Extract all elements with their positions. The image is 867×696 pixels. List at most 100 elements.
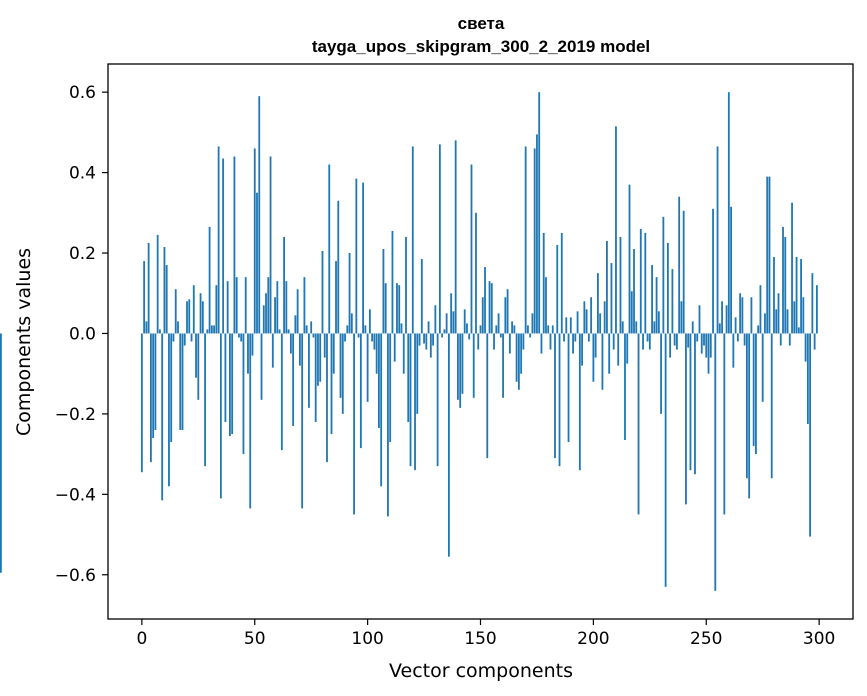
bar [226, 281, 229, 334]
bar [262, 305, 265, 334]
bar [734, 317, 737, 334]
x-tick-label: 150 [464, 629, 496, 649]
bar [495, 325, 498, 334]
bar [219, 333, 222, 499]
bar [457, 333, 459, 400]
bar [172, 333, 175, 342]
bar [666, 242, 669, 334]
bar [633, 249, 635, 334]
bar [201, 301, 204, 334]
bar [524, 146, 527, 334]
bar [770, 333, 773, 479]
bar [337, 200, 340, 334]
bar [594, 333, 597, 358]
bar [470, 164, 473, 334]
bar [685, 333, 687, 505]
bar [651, 265, 653, 334]
bar [703, 333, 705, 346]
bar [296, 289, 299, 334]
bar [375, 333, 378, 374]
bar [513, 325, 516, 334]
bar [608, 333, 611, 374]
bar [718, 323, 721, 334]
bar [256, 192, 258, 334]
bar [328, 164, 331, 334]
bar [242, 333, 245, 455]
bar [231, 333, 234, 434]
bars-group [0, 92, 818, 591]
bar [752, 333, 755, 447]
bar [312, 333, 315, 338]
bar [504, 297, 507, 334]
bar [267, 277, 270, 334]
bar [804, 333, 807, 362]
bar [247, 333, 249, 374]
x-axis-label: Vector components [389, 660, 573, 682]
bar [739, 293, 742, 334]
bar [596, 273, 599, 334]
bar [540, 333, 543, 354]
bar [177, 321, 179, 334]
bar [278, 329, 281, 334]
bar [481, 297, 484, 334]
bar [454, 140, 457, 334]
bar [174, 289, 177, 334]
bar [700, 333, 703, 354]
bar [639, 228, 642, 334]
bar [488, 281, 491, 334]
y-tick-label: −0.2 [55, 405, 96, 425]
bar [373, 333, 376, 350]
bar [705, 333, 708, 358]
bar [204, 333, 206, 467]
bar [400, 323, 403, 334]
bar [319, 333, 322, 382]
bar [477, 333, 480, 350]
bar [154, 333, 157, 430]
bar [725, 305, 728, 334]
bar [657, 311, 660, 334]
bar [472, 333, 475, 398]
bar [533, 148, 536, 334]
bar [463, 309, 466, 334]
bar [563, 333, 565, 342]
bar [229, 333, 231, 437]
bar [452, 311, 455, 334]
bar [145, 321, 148, 334]
bar [682, 210, 685, 334]
bar [678, 196, 681, 334]
bar [565, 317, 568, 334]
bar [615, 126, 617, 334]
bar [405, 236, 407, 334]
plot-frame [107, 63, 854, 620]
bar [581, 333, 583, 366]
bar [549, 333, 552, 350]
bar [691, 321, 694, 334]
bar [694, 333, 696, 475]
bar [619, 236, 622, 334]
bar [466, 323, 468, 334]
bar [576, 311, 579, 334]
bar [806, 333, 809, 424]
y-tick-label: −0.4 [55, 485, 96, 505]
bar [301, 333, 304, 509]
bar [515, 333, 518, 382]
bar [434, 305, 437, 334]
bar [353, 333, 355, 515]
bar [438, 144, 441, 334]
x-tick-label: 50 [244, 629, 266, 649]
bar [766, 176, 769, 334]
bar [197, 333, 200, 400]
bar [380, 333, 383, 487]
bar [626, 333, 629, 364]
bar [815, 285, 818, 334]
bar [508, 333, 511, 354]
bar [181, 333, 184, 430]
bar [709, 333, 712, 358]
bar [341, 333, 344, 414]
bar [183, 333, 186, 346]
bar [222, 158, 225, 334]
bar [621, 321, 624, 334]
bar [362, 182, 365, 334]
bar [253, 148, 256, 334]
